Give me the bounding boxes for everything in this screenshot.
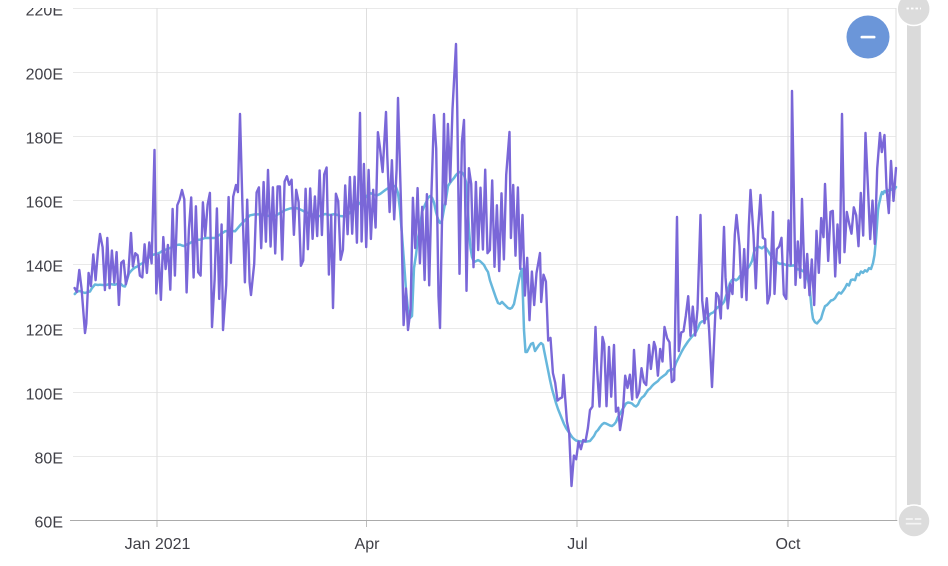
svg-text:Apr: Apr bbox=[355, 536, 381, 553]
svg-text:Jan 2021: Jan 2021 bbox=[125, 536, 191, 553]
svg-text:60E: 60E bbox=[35, 515, 63, 532]
svg-text:Jul: Jul bbox=[567, 536, 587, 553]
svg-text:Oct: Oct bbox=[776, 536, 801, 553]
svg-text:100E: 100E bbox=[26, 387, 63, 404]
svg-text:180E: 180E bbox=[26, 131, 63, 148]
svg-text:200E: 200E bbox=[26, 67, 63, 84]
svg-text:120E: 120E bbox=[26, 323, 63, 340]
svg-text:160E: 160E bbox=[26, 195, 63, 212]
svg-text:140E: 140E bbox=[26, 259, 63, 276]
svg-text:80E: 80E bbox=[35, 451, 63, 468]
